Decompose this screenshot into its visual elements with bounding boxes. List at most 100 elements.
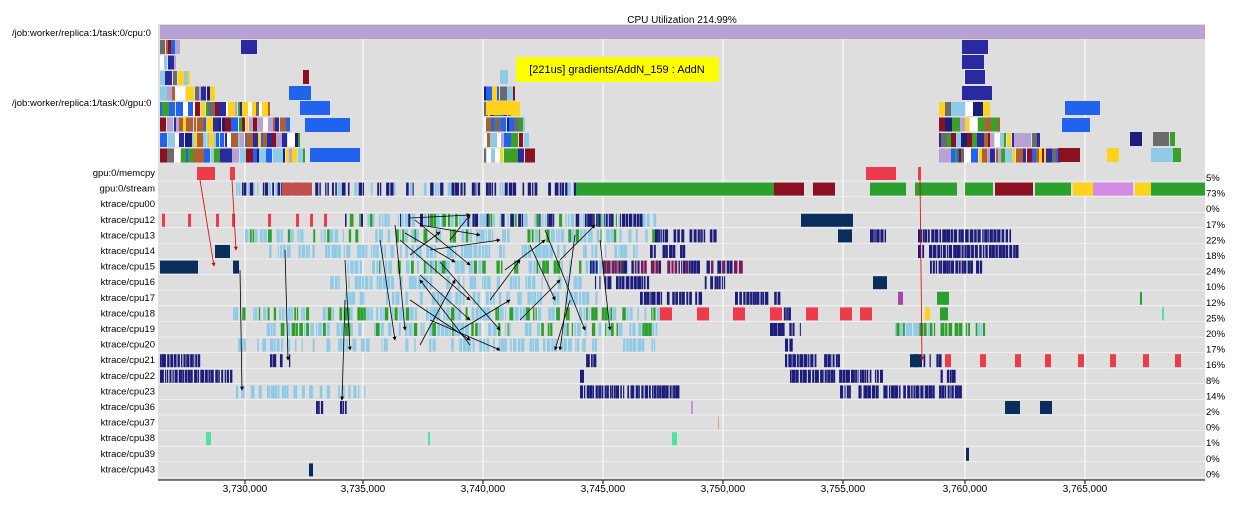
op-slice[interactable] — [174, 148, 180, 163]
op-slice[interactable] — [203, 133, 206, 147]
trace-slice[interactable] — [807, 369, 811, 383]
trace-slice[interactable] — [653, 307, 656, 321]
trace-slice[interactable] — [765, 291, 769, 305]
op-slice[interactable] — [947, 133, 951, 147]
trace-slice[interactable] — [622, 307, 626, 321]
trace-slice[interactable] — [801, 213, 853, 227]
trace-slice[interactable] — [475, 182, 477, 196]
trace-slice[interactable] — [637, 260, 640, 274]
trace-slice[interactable] — [584, 323, 587, 336]
trace-slice[interactable] — [693, 260, 697, 274]
trace-slice[interactable] — [594, 338, 597, 352]
trace-slice[interactable] — [586, 307, 588, 321]
trace-slice[interactable] — [873, 276, 887, 290]
trace-slice[interactable] — [651, 338, 654, 352]
trace-slice[interactable] — [376, 276, 379, 290]
op-slice[interactable] — [939, 133, 941, 147]
trace-slice[interactable] — [485, 245, 488, 258]
trace-slice[interactable] — [650, 245, 653, 258]
trace-slice[interactable] — [671, 385, 673, 399]
trace-slice[interactable] — [461, 245, 464, 258]
trace-slice[interactable] — [1015, 245, 1019, 258]
op-slice[interactable] — [958, 102, 965, 116]
trace-slice[interactable] — [570, 213, 575, 227]
trace-slice[interactable] — [288, 307, 291, 321]
trace-slice[interactable] — [556, 260, 561, 274]
trace-slice[interactable] — [184, 369, 187, 383]
op-slice[interactable] — [962, 55, 984, 69]
op-slice[interactable] — [486, 86, 492, 101]
trace-slice[interactable] — [785, 338, 789, 352]
trace-slice[interactable] — [499, 213, 501, 227]
trace-slice[interactable] — [162, 354, 166, 368]
trace-slice[interactable] — [850, 369, 855, 383]
trace-slice[interactable] — [536, 213, 540, 227]
trace-slice[interactable] — [894, 385, 899, 399]
op-slice[interactable] — [523, 117, 525, 132]
trace-slice[interactable] — [409, 307, 414, 321]
op-slice[interactable] — [990, 148, 995, 163]
trace-slice[interactable] — [169, 369, 172, 383]
trace-slice[interactable] — [582, 245, 587, 258]
trace-slice[interactable] — [297, 229, 300, 243]
trace-slice[interactable] — [578, 291, 582, 305]
trace-slice[interactable] — [165, 369, 167, 383]
trace-slice[interactable] — [492, 323, 497, 336]
trace-slice[interactable] — [258, 385, 262, 399]
trace-slice[interactable] — [935, 260, 938, 274]
trace-slice[interactable] — [896, 323, 900, 336]
trace-slice[interactable] — [390, 276, 395, 290]
trace-slice[interactable] — [475, 323, 478, 336]
trace-slice[interactable] — [953, 229, 958, 243]
trace-slice[interactable] — [907, 385, 911, 399]
trace-slice[interactable] — [655, 260, 659, 274]
trace-slice[interactable] — [492, 291, 495, 305]
trace-slice[interactable] — [522, 182, 525, 196]
op-slice[interactable] — [513, 86, 515, 101]
trace-slice[interactable] — [525, 182, 528, 196]
trace-slice[interactable] — [509, 276, 513, 290]
trace-slice[interactable] — [604, 276, 607, 290]
trace-slice[interactable] — [638, 323, 642, 336]
trace-slice[interactable] — [658, 229, 661, 243]
trace-slice[interactable] — [827, 354, 831, 368]
trace-slice[interactable] — [704, 276, 707, 290]
trace-slice[interactable] — [195, 354, 198, 368]
trace-slice[interactable] — [437, 182, 440, 196]
trace-slice[interactable] — [324, 213, 327, 227]
trace-slice[interactable] — [355, 229, 359, 243]
trace-slice[interactable] — [423, 323, 425, 336]
trace-slice[interactable] — [899, 323, 904, 336]
trace-slice[interactable] — [436, 307, 441, 321]
trace-slice[interactable] — [370, 245, 373, 258]
trace-slice[interactable] — [563, 323, 568, 336]
trace-slice[interactable] — [295, 323, 298, 336]
trace-slice[interactable] — [995, 182, 1033, 196]
trace-slice[interactable] — [1140, 291, 1142, 305]
op-slice[interactable] — [982, 148, 987, 163]
trace-slice[interactable] — [1002, 245, 1006, 258]
trace-slice[interactable] — [238, 338, 242, 352]
trace-slice[interactable] — [656, 307, 659, 321]
trace-slice[interactable] — [960, 229, 964, 243]
op-slice[interactable] — [532, 148, 535, 163]
op-slice[interactable] — [257, 148, 259, 163]
trace-slice[interactable] — [543, 338, 546, 352]
trace-slice[interactable] — [287, 338, 291, 352]
trace-slice[interactable] — [210, 369, 214, 383]
op-slice[interactable] — [977, 133, 984, 147]
trace-slice[interactable] — [966, 245, 971, 258]
trace-slice[interactable] — [325, 245, 328, 258]
trace-slice[interactable] — [241, 385, 245, 399]
trace-slice[interactable] — [637, 338, 642, 352]
trace-slice[interactable] — [329, 229, 334, 243]
trace-slice[interactable] — [844, 385, 846, 399]
op-slice[interactable] — [247, 133, 253, 147]
trace-slice[interactable] — [546, 229, 550, 243]
op-slice[interactable] — [1032, 148, 1036, 163]
op-slice[interactable] — [956, 133, 961, 147]
trace-slice[interactable] — [257, 182, 259, 196]
trace-slice[interactable] — [592, 260, 595, 274]
trace-slice[interactable] — [523, 213, 528, 227]
trace-slice[interactable] — [417, 182, 422, 196]
